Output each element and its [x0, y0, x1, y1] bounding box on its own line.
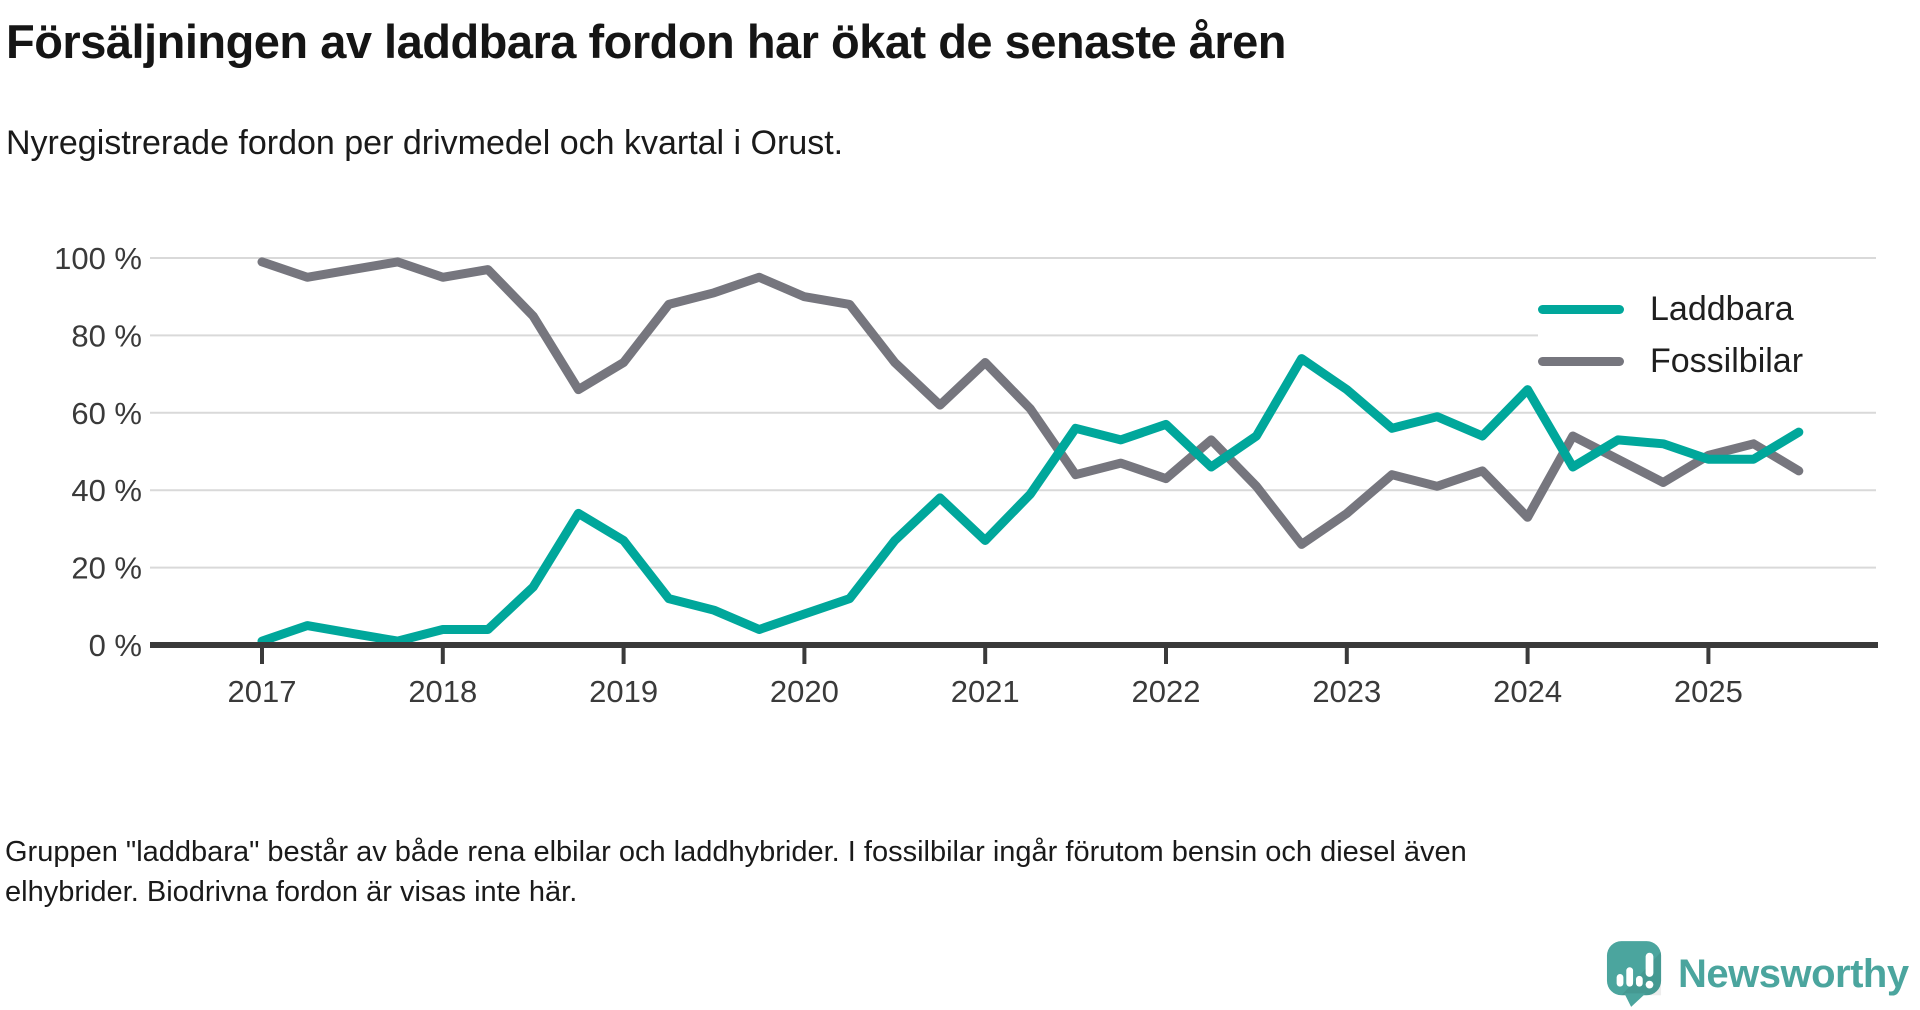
x-tick-label: 2020	[770, 674, 839, 709]
y-tick-label: 80 %	[71, 318, 142, 353]
footnote-line-2: elhybrider. Biodrivna fordon är visas in…	[5, 876, 578, 908]
laddbara-swatch-icon	[1538, 304, 1624, 314]
legend-label-laddbara: Laddbara	[1650, 290, 1794, 328]
x-tick-label: 2018	[408, 674, 477, 709]
series-line-laddbara	[257, 354, 1804, 646]
x-axis-labels: 2017 2018 2019 2020 2021 2022 2023 2024 2025	[228, 674, 1743, 709]
series-line-fossilbilar	[257, 257, 1804, 549]
x-tick-label: 2021	[951, 674, 1020, 709]
series-lines	[257, 257, 1804, 646]
y-tick-label: 0 %	[89, 628, 142, 663]
x-tick-label: 2019	[589, 674, 658, 709]
y-axis-labels: 100 % 80 % 60 % 40 % 20 % 0 %	[54, 241, 142, 663]
newsworthy-logo: Newsworthy	[1606, 940, 1909, 1008]
footnote-line-1: Gruppen "laddbara" består av både rena e…	[5, 836, 1467, 868]
legend-label-fossilbilar: Fossilbilar	[1650, 342, 1804, 380]
legend-item-laddbara: Laddbara	[1538, 292, 1878, 326]
x-tick-label: 2025	[1674, 674, 1743, 709]
x-tick-label: 2022	[1132, 674, 1201, 709]
x-tick-label: 2017	[228, 674, 297, 709]
newsworthy-logo-icon	[1606, 941, 1662, 1007]
chart-footnote: Gruppen "laddbara" består av både rena e…	[5, 832, 1467, 912]
legend-item-fossilbilar: Fossilbilar	[1538, 344, 1878, 378]
page-title: Försäljningen av laddbara fordon har öka…	[6, 15, 1287, 68]
x-axis	[150, 642, 1878, 664]
y-tick-label: 20 %	[71, 551, 142, 586]
chart-legend: Laddbara Fossilbilar	[1538, 286, 1878, 386]
y-tick-label: 100 %	[54, 241, 142, 276]
x-tick-label: 2024	[1493, 674, 1562, 709]
newsworthy-logo-text: Newsworthy	[1678, 952, 1909, 996]
chart-subtitle: Nyregistrerade fordon per drivmedel och …	[6, 124, 844, 162]
y-tick-label: 60 %	[71, 396, 142, 431]
chart-svg: 100 % 80 % 60 % 40 % 20 % 0 % 2017 2018 2019 202…	[54, 241, 1878, 709]
fossilbilar-swatch-icon	[1538, 356, 1624, 366]
y-tick-label: 40 %	[71, 473, 142, 508]
x-tick-label: 2023	[1312, 674, 1381, 709]
